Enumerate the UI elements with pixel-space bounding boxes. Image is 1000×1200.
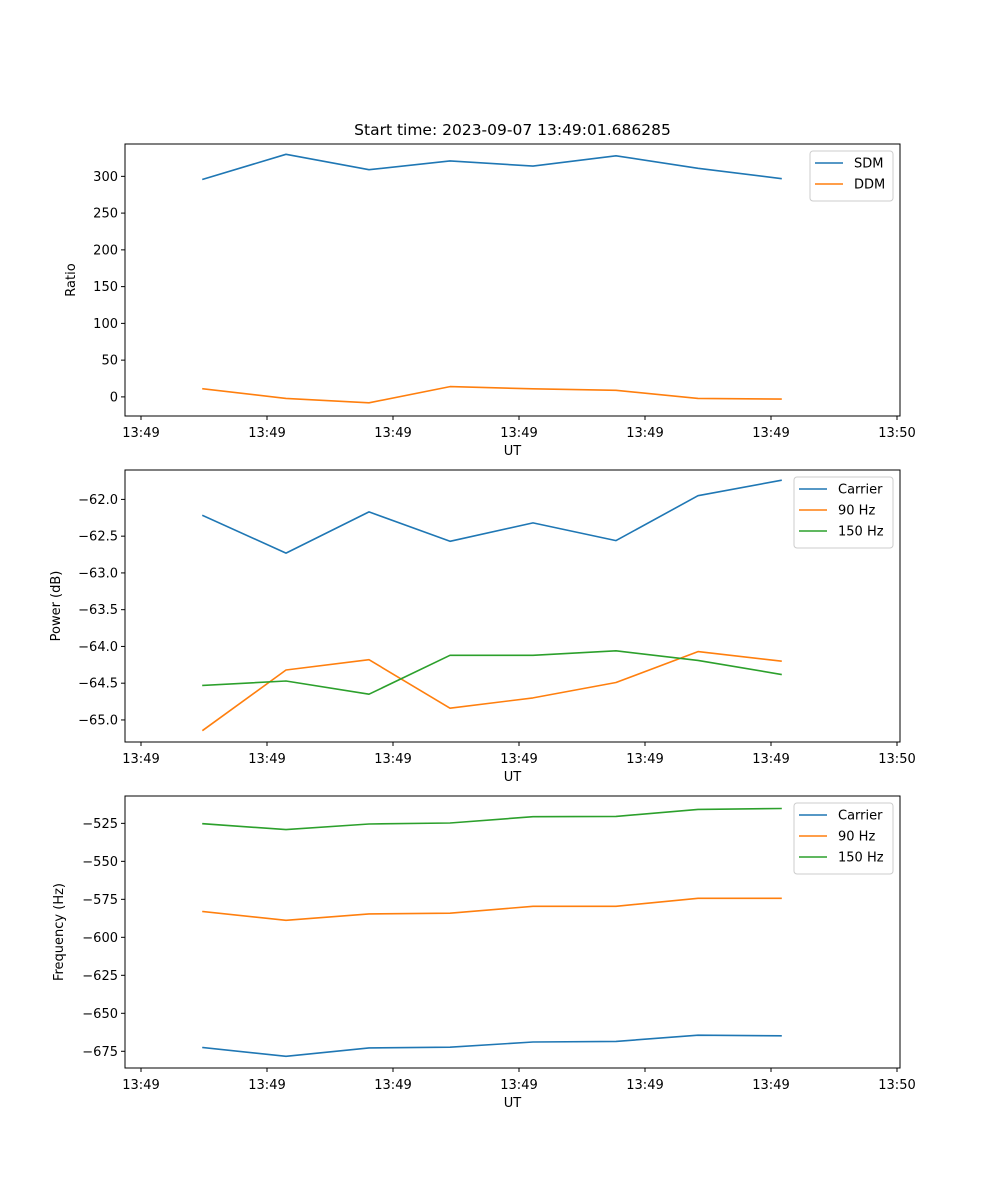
- series-line-90-hz: [201, 650, 782, 732]
- x-tick-label: 13:49: [752, 1078, 789, 1093]
- y-tick-label: −64.0: [78, 640, 118, 655]
- y-axis-label: Frequency (Hz): [52, 883, 67, 981]
- x-tick-label: 13:49: [374, 752, 411, 767]
- y-tick-label: 300: [93, 170, 118, 185]
- y-tick-label: 200: [93, 243, 118, 258]
- plot-frame: [124, 469, 901, 743]
- x-tick-label: 13:50: [878, 426, 915, 441]
- x-axis-label: UT: [504, 770, 522, 785]
- y-tick-label: −650: [82, 1007, 118, 1022]
- series-line-150-hz: [202, 649, 782, 696]
- x-tick-label: 13:49: [122, 752, 159, 767]
- y-tick-label: 0: [110, 390, 118, 405]
- y-tick-label: 100: [93, 317, 118, 332]
- x-tick-label: 13:49: [374, 426, 411, 441]
- x-tick-label: 13:49: [248, 752, 285, 767]
- series-line-ddm: [202, 385, 782, 404]
- series-line-90-hz: [202, 897, 782, 922]
- series-line-150-hz: [202, 807, 782, 831]
- y-tick-label: −64.5: [78, 677, 118, 692]
- legend-label: 150 Hz: [838, 525, 884, 540]
- y-tick-label: −575: [82, 893, 118, 908]
- x-tick-label: 13:49: [122, 1078, 159, 1093]
- chart-title: Start time: 2023-09-07 13:49:01.686285: [354, 121, 671, 139]
- x-axis-label: UT: [504, 1096, 522, 1111]
- legend-label: 90 Hz: [838, 504, 875, 519]
- plot-frame: [124, 143, 901, 417]
- x-tick-label: 13:49: [752, 426, 789, 441]
- x-axis-label: UT: [504, 444, 522, 459]
- y-tick-label: −550: [82, 855, 118, 870]
- y-tick-label: −62.5: [78, 530, 118, 545]
- legend-label: 150 Hz: [838, 851, 884, 866]
- y-tick-label: −63.0: [78, 566, 118, 581]
- y-tick-label: 150: [93, 280, 118, 295]
- series-line-carrier: [202, 1034, 782, 1058]
- x-tick-label: 13:49: [500, 426, 537, 441]
- x-tick-label: 13:50: [878, 752, 915, 767]
- x-tick-label: 13:50: [878, 1078, 915, 1093]
- plot-frame: [124, 795, 901, 1069]
- x-tick-label: 13:49: [626, 1078, 663, 1093]
- y-tick-label: −63.5: [78, 603, 118, 618]
- series-line-carrier: [201, 479, 782, 554]
- x-tick-label: 13:49: [374, 1078, 411, 1093]
- y-tick-label: −625: [82, 969, 118, 984]
- x-tick-label: 13:49: [500, 752, 537, 767]
- legend-label: DDM: [854, 178, 885, 193]
- y-tick-label: −62.0: [78, 493, 118, 508]
- legend-label: 90 Hz: [838, 830, 875, 845]
- legend-label: Carrier: [838, 483, 883, 498]
- x-tick-label: 13:49: [122, 426, 159, 441]
- series-line-sdm: [202, 153, 782, 181]
- legend-label: SDM: [854, 157, 883, 172]
- x-tick-label: 13:49: [500, 1078, 537, 1093]
- y-tick-label: −525: [82, 817, 118, 832]
- legend-label: Carrier: [838, 809, 883, 824]
- x-tick-label: 13:49: [626, 752, 663, 767]
- y-tick-label: −600: [82, 931, 118, 946]
- y-tick-label: −65.0: [78, 713, 118, 728]
- y-axis-label: Power (dB): [49, 571, 64, 642]
- x-tick-label: 13:49: [752, 752, 789, 767]
- y-tick-label: 250: [93, 207, 118, 222]
- x-tick-label: 13:49: [248, 1078, 285, 1093]
- y-tick-label: 50: [101, 354, 118, 369]
- x-tick-label: 13:49: [626, 426, 663, 441]
- y-axis-label: Ratio: [64, 263, 79, 296]
- x-tick-label: 13:49: [248, 426, 285, 441]
- y-tick-label: −675: [82, 1045, 118, 1060]
